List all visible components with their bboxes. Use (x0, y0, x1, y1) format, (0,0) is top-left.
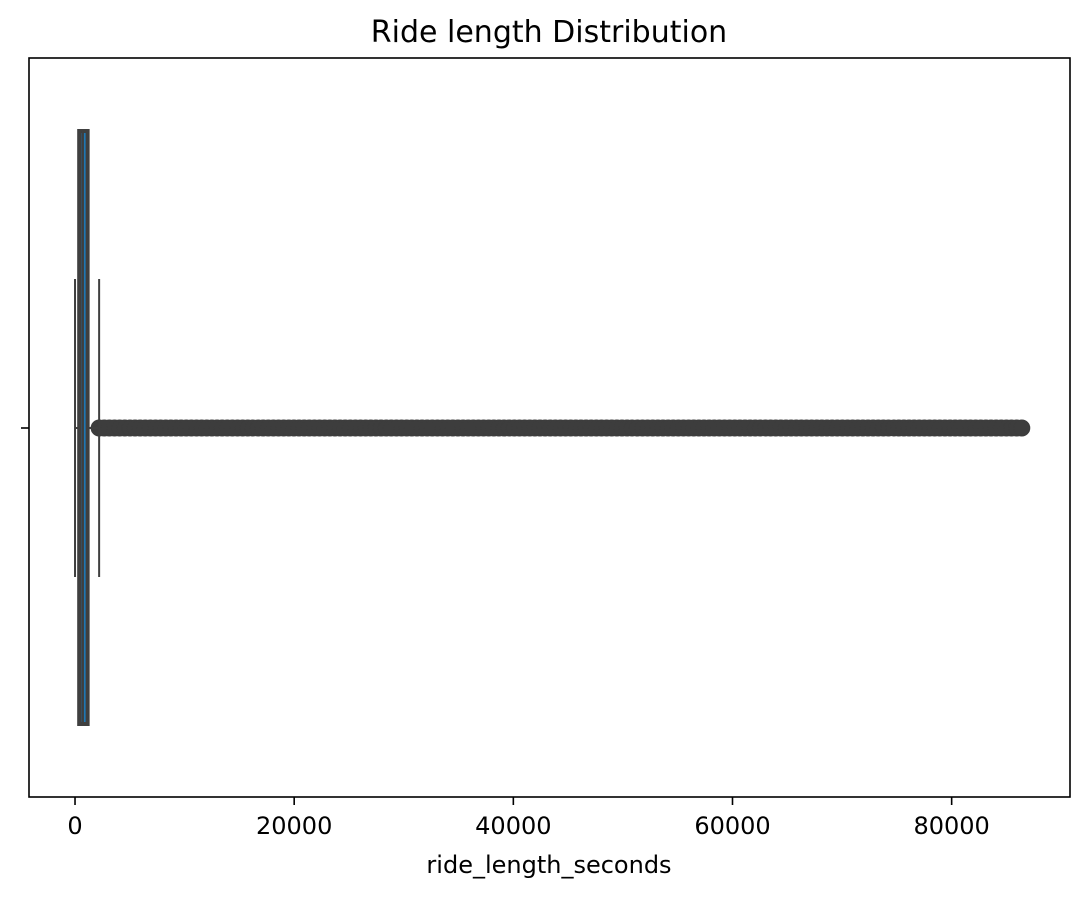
chart-title: Ride length Distribution (371, 15, 727, 50)
x-tick-label: 80000 (913, 812, 989, 840)
x-tick-label: 40000 (475, 812, 551, 840)
x-tick-label: 60000 (694, 812, 770, 840)
x-axis-label: ride_length_seconds (426, 851, 671, 879)
plot-marks (74, 129, 1031, 726)
outlier-point (1013, 419, 1031, 437)
plot-frame (28, 57, 1071, 798)
x-tick-label: 20000 (256, 812, 332, 840)
outlier-points (90, 419, 1031, 437)
x-tick-label: 0 (67, 812, 82, 840)
x-axis: 0 20000 40000 60000 80000 (67, 797, 990, 840)
